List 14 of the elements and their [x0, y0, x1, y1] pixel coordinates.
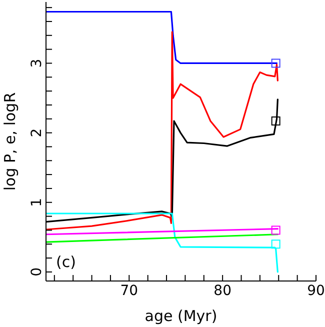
point: [271, 240, 280, 249]
point: [271, 226, 280, 235]
y-axis-title: log P, e, logR: [1, 92, 19, 191]
point: [271, 58, 280, 68]
y-tick-label: 0: [28, 267, 45, 276]
y-tick-label: 2: [28, 128, 45, 138]
x-tick-label: 80: [214, 282, 232, 299]
annotation: (c): [56, 253, 76, 271]
point: [271, 116, 280, 126]
x-tick-label: 90: [307, 282, 325, 299]
x-axis-title: age (Myr): [144, 307, 218, 325]
y-tick-label: 1: [28, 198, 45, 207]
y-tick-label: 3: [28, 58, 45, 68]
x-tick-label: 70: [120, 282, 138, 299]
